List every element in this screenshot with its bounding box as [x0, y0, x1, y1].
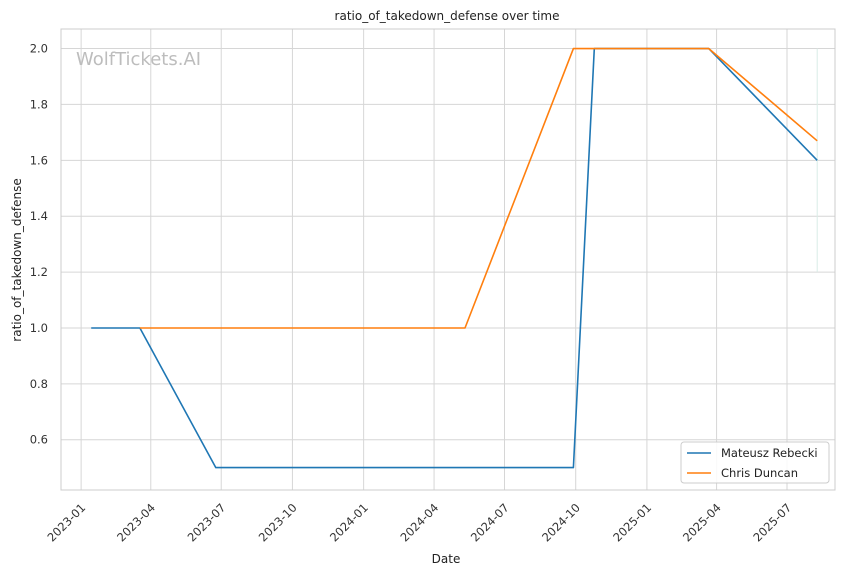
legend-label: Chris Duncan — [721, 466, 798, 480]
y-tick-label: 0.6 — [30, 433, 48, 447]
chart-title: ratio_of_takedown_defense over time — [335, 9, 560, 23]
y-tick-label: 2.0 — [30, 42, 48, 56]
plot-frame — [60, 28, 836, 491]
y-tick-label: 1.6 — [30, 153, 48, 167]
watermark: WolfTickets.AI — [76, 49, 201, 70]
y-tick-label: 0.8 — [30, 377, 48, 391]
legend-box — [680, 441, 830, 484]
x-axis-title: Date — [432, 552, 461, 566]
series-lines — [91, 47, 818, 469]
y-tick-label: 1.8 — [30, 97, 48, 111]
legend: Mateusz Rebecki Chris Duncan — [680, 441, 830, 484]
y-tick-label: 1.4 — [30, 209, 48, 223]
series-line-1 — [139, 47, 818, 329]
y-tick-label: 1.2 — [30, 265, 48, 279]
legend-label: Mateusz Rebecki — [721, 446, 818, 460]
y-axis-title: ratio_of_takedown_defense — [10, 178, 24, 341]
y-axis: 0.6 0.8 1.0 1.2 1.4 1.6 1.8 2.0 — [30, 42, 48, 447]
y-tick-label: 1.0 — [30, 321, 48, 335]
